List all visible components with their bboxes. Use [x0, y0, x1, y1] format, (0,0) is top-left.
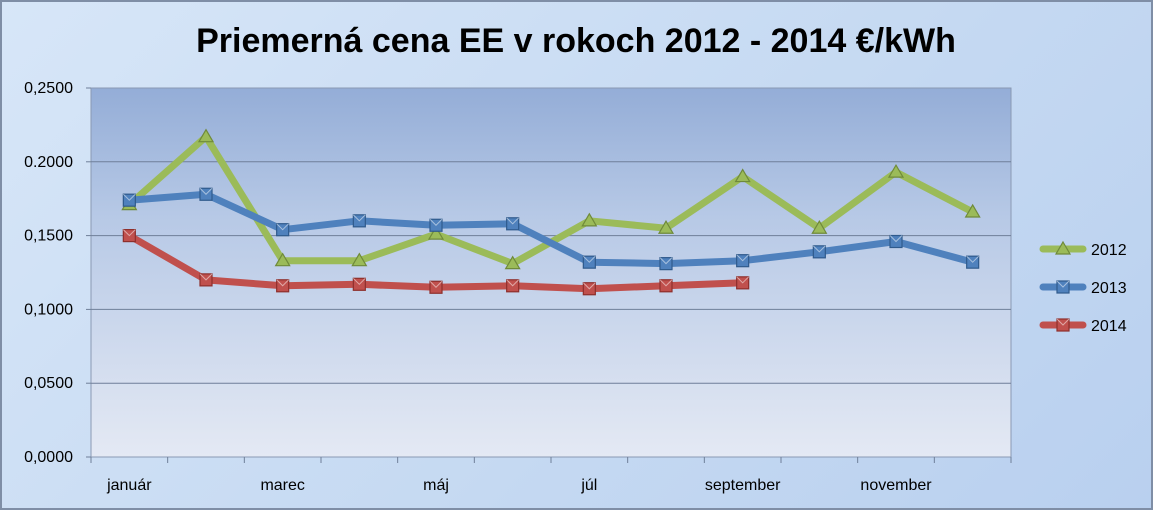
data-point-2013 — [659, 257, 673, 271]
data-point-2014 — [506, 279, 520, 293]
legend-marker-2014 — [1056, 318, 1070, 332]
data-point-2014 — [276, 279, 290, 293]
plot-area — [90, 87, 1012, 458]
data-point-2013 — [276, 223, 290, 237]
data-point-2013 — [352, 214, 366, 228]
data-point-2013 — [122, 193, 136, 207]
y-tick-label: 0,2500 — [24, 80, 73, 97]
data-point-2012 — [351, 252, 368, 267]
legend-marker-2013 — [1056, 280, 1070, 294]
data-point-2014 — [429, 280, 443, 294]
data-point-2013 — [199, 187, 213, 201]
data-point-2012 — [504, 255, 521, 270]
series-line-2013 — [125, 190, 977, 268]
data-point-2013 — [736, 254, 750, 268]
legend-label-2012: 2012 — [1091, 242, 1127, 259]
data-point-2013 — [966, 255, 980, 269]
legend-label-2014: 2014 — [1091, 318, 1127, 335]
data-point-2012 — [197, 128, 215, 143]
y-tick-label: 0,1500 — [24, 228, 73, 245]
chart-title: Priemerná cena EE v rokoch 2012 - 2014 €… — [196, 22, 956, 60]
y-tick-label: 0,0000 — [24, 449, 73, 466]
data-point-2014 — [659, 279, 673, 293]
data-point-2014 — [352, 277, 366, 291]
data-point-2012 — [734, 168, 751, 183]
data-point-2014 — [122, 229, 136, 243]
x-tick-label: január — [106, 477, 152, 494]
data-point-2012 — [581, 212, 598, 227]
data-point-2012 — [274, 252, 291, 267]
x-tick-label: november — [860, 477, 932, 494]
data-point-2014 — [199, 273, 213, 287]
data-point-2012 — [427, 225, 445, 240]
data-point-2014 — [582, 282, 596, 296]
x-tick-label: marec — [260, 477, 304, 494]
data-point-2013 — [582, 255, 596, 269]
data-point-2012 — [657, 220, 675, 234]
data-point-2012 — [887, 163, 905, 178]
data-point-2013 — [889, 234, 903, 249]
x-tick-label: máj — [423, 477, 449, 494]
legend-label-2013: 2013 — [1091, 280, 1127, 297]
data-point-2013 — [429, 218, 443, 232]
data-point-2014 — [736, 276, 750, 290]
data-point-2012 — [964, 203, 981, 218]
legend-marker-2012 — [1054, 240, 1072, 255]
x-tick-label: júl — [580, 477, 597, 494]
y-tick-label: 0,0500 — [24, 375, 73, 392]
data-point-2012 — [811, 220, 828, 234]
y-tick-label: 0,1000 — [24, 301, 73, 318]
y-tick-label: 0.2000 — [24, 154, 73, 171]
data-point-2013 — [812, 245, 826, 259]
x-tick-label: september — [705, 477, 781, 494]
data-point-2013 — [506, 217, 520, 231]
